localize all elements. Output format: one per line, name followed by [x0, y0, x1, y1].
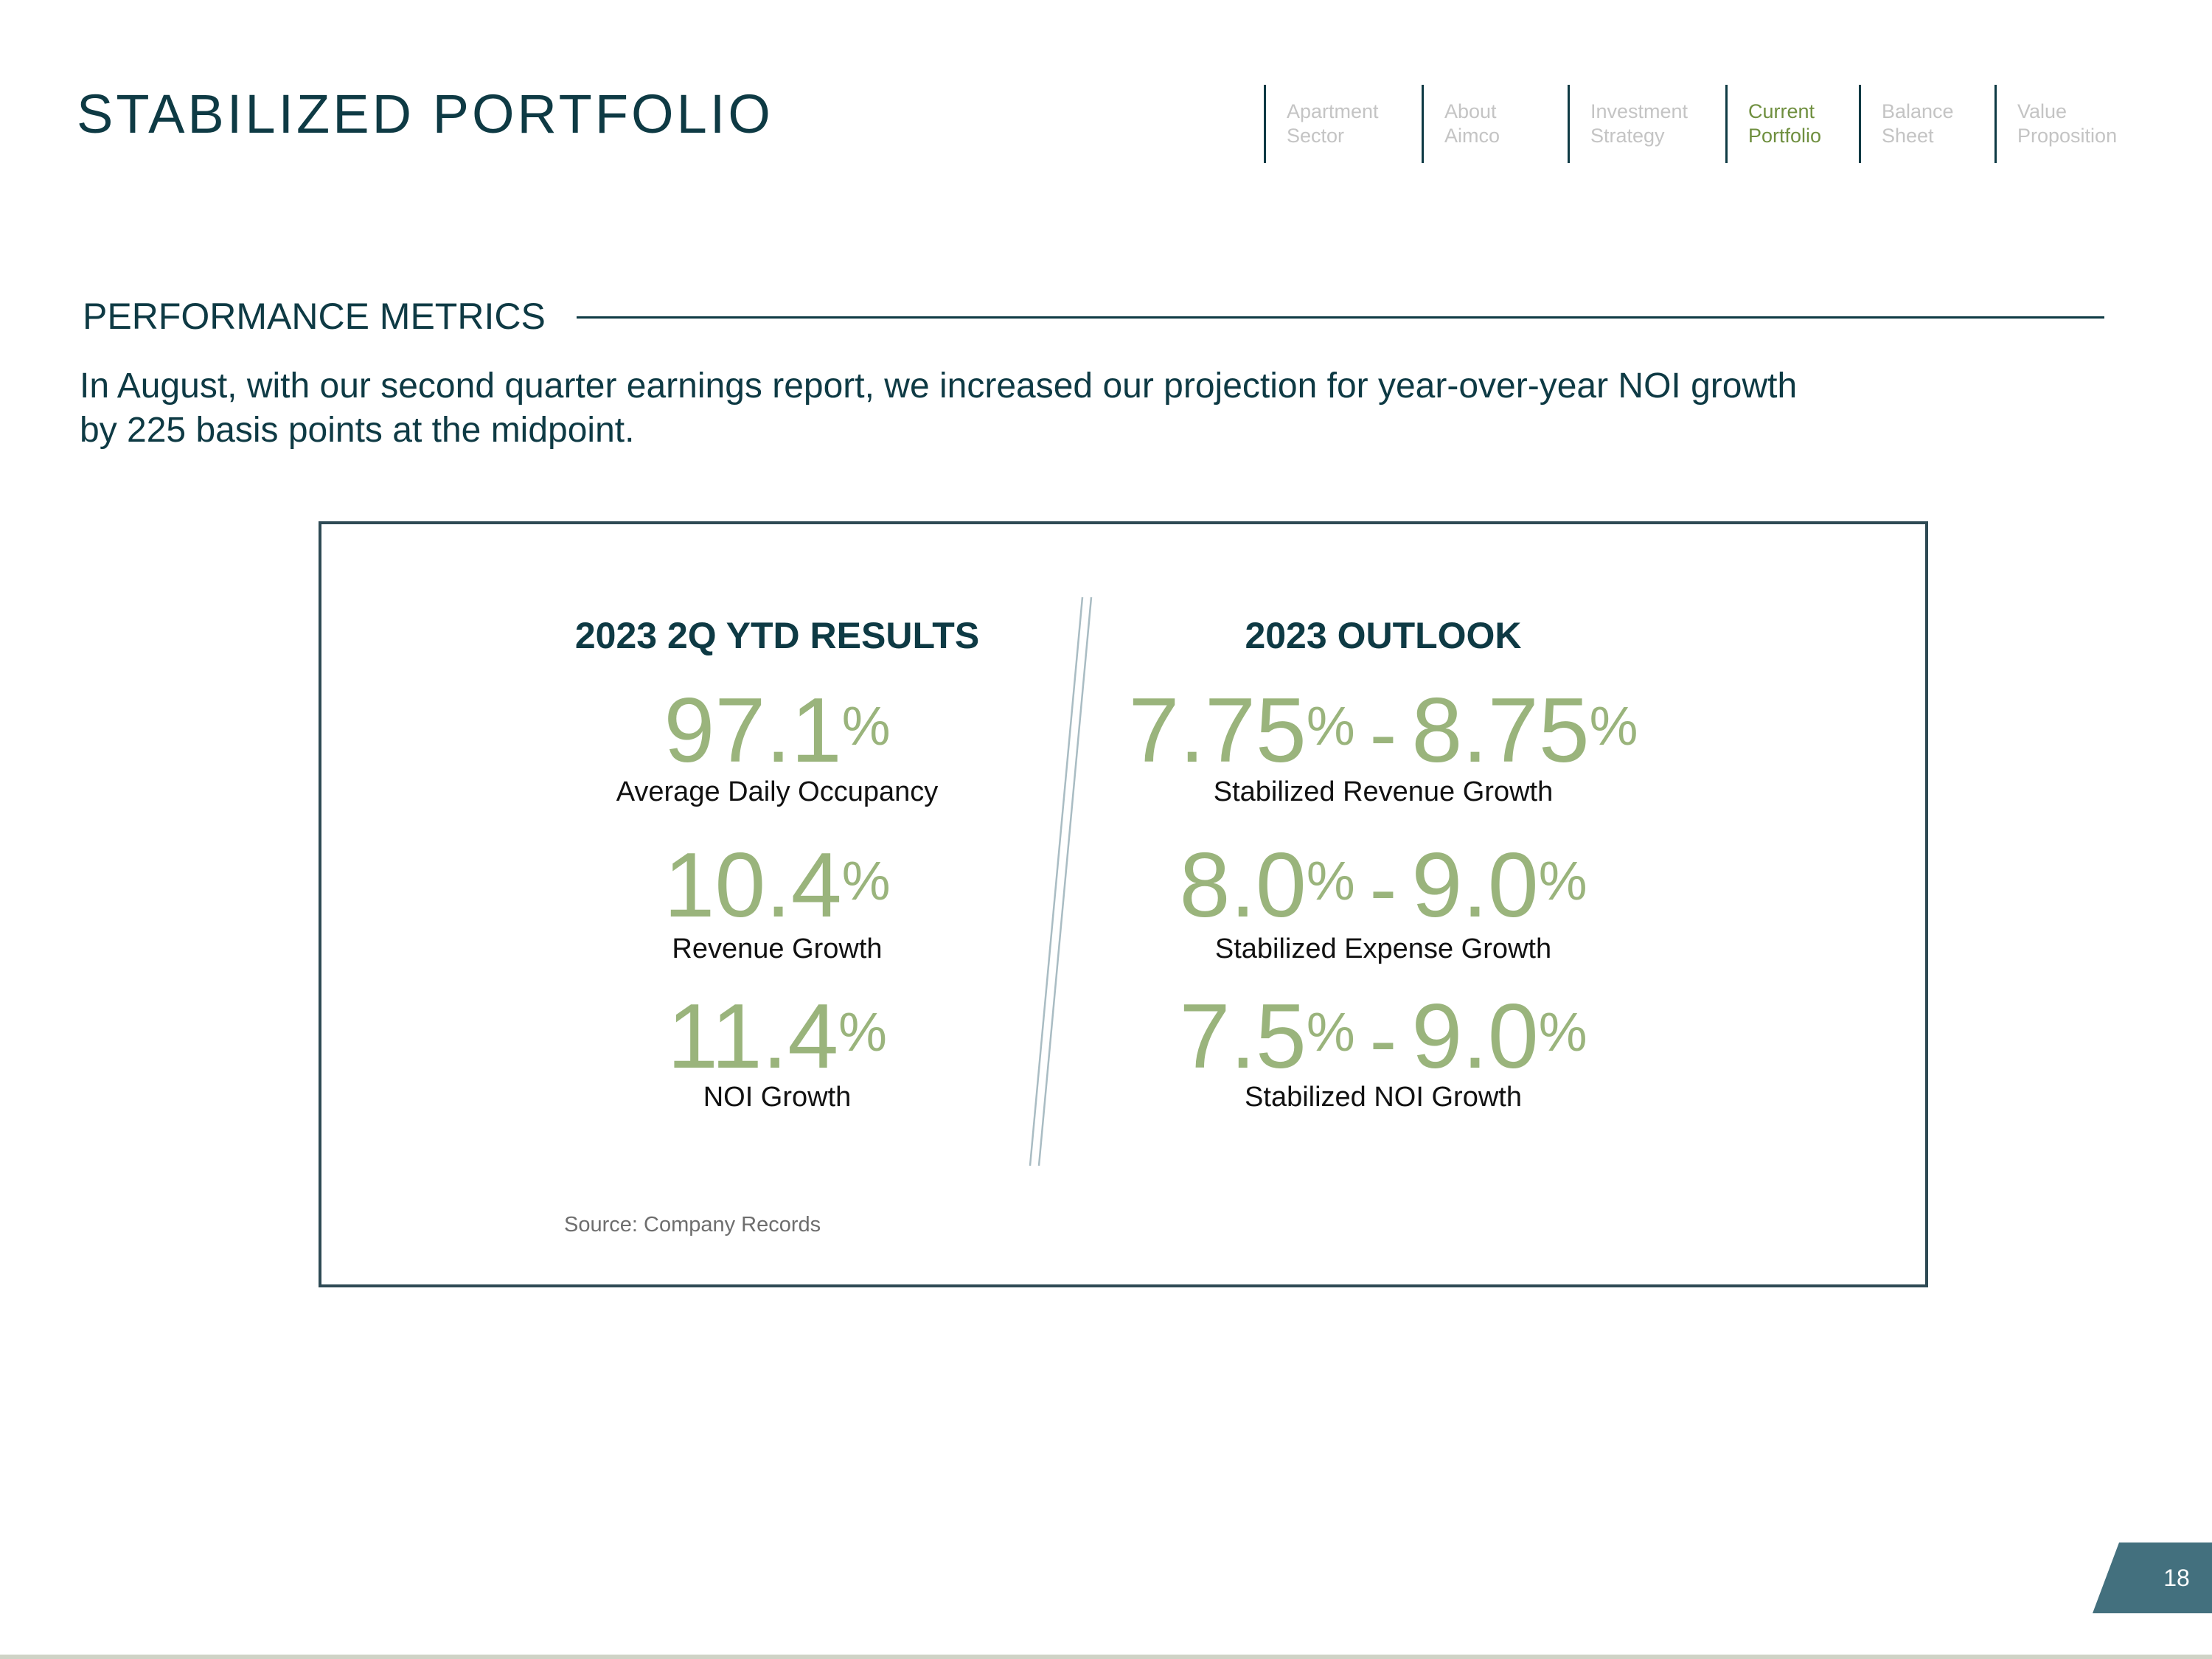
noi-growth-range: 7.5% -9.0%	[1179, 991, 1587, 1086]
percent-sign: %	[841, 695, 891, 757]
results-heading: 2023 2Q YTD RESULTS	[574, 615, 980, 656]
outlook-heading: 2023 OUTLOOK	[1245, 615, 1522, 656]
revenue-growth-value: 10.4%	[664, 840, 890, 931]
range-high: 9.0	[1411, 986, 1539, 1088]
stabilized-noi-label: Stabilized NOI Growth	[1245, 1082, 1522, 1113]
intro-line: by 225 basis points at the midpoint.	[80, 411, 635, 450]
range-low: 7.5	[1179, 986, 1307, 1088]
percent-sign: %	[838, 1001, 887, 1062]
stabilized-expense-label: Stabilized Expense Growth	[1214, 933, 1552, 964]
page-number-badge: 18	[2093, 1543, 2212, 1613]
source-note: Source: Company Records	[564, 1213, 821, 1237]
section-heading: PERFORMANCE METRICS	[83, 296, 546, 337]
nav-item-about-aimco[interactable]: About Aimco	[1422, 85, 1568, 163]
nav-item-investment-strategy[interactable]: Investment Strategy	[1568, 85, 1725, 163]
percent-sign: %	[1538, 1001, 1587, 1062]
nav-item-label-line2: Sheet	[1882, 125, 1934, 147]
range-low: 7.75	[1128, 680, 1307, 782]
page-title: STABILIZED PORTFOLIO	[77, 83, 773, 145]
percent-sign: %	[1306, 850, 1355, 911]
bottom-strip	[0, 1655, 2212, 1659]
stabilized-revenue-label: Stabilized Revenue Growth	[1213, 776, 1554, 807]
metric-number: 10.4	[664, 835, 842, 936]
nav-item-current-portfolio[interactable]: Current Portfolio	[1725, 85, 1859, 163]
nav-item-label-line2: Sector	[1287, 125, 1345, 147]
nav-item-label-line2: Aimco	[1444, 125, 1500, 147]
range-separator: -	[1369, 995, 1397, 1085]
intro-line: In August, with our second quarter earni…	[80, 366, 1798, 406]
range-separator: -	[1369, 844, 1397, 934]
nav-item-label-line1: Balance	[1882, 100, 1954, 122]
nav-item-value-proposition[interactable]: Value Proposition	[1994, 85, 2142, 163]
nav-item-balance-sheet[interactable]: Balance Sheet	[1859, 85, 1994, 163]
percent-sign: %	[1306, 695, 1355, 757]
section-divider	[577, 316, 2104, 319]
range-separator: -	[1369, 689, 1397, 779]
range-high: 8.75	[1411, 680, 1590, 782]
intro-paragraph: In August, with our second quarter earni…	[80, 364, 2011, 453]
page-number: 18	[2163, 1565, 2190, 1591]
percent-sign: %	[1589, 695, 1638, 757]
expense-growth-range: 8.0% -9.0%	[1179, 840, 1587, 935]
nav-item-label-line2: Strategy	[1590, 125, 1665, 147]
revenue-growth-range: 7.75% -8.75%	[1129, 685, 1638, 780]
percent-sign: %	[841, 850, 891, 911]
revenue-growth-label: Revenue Growth	[672, 933, 883, 964]
nav-item-label-line2: Proposition	[2017, 125, 2118, 147]
metric-number: 97.1	[664, 680, 842, 782]
nav-item-label-line2: Portfolio	[1748, 125, 1822, 147]
column-divider	[1029, 597, 1093, 1166]
badge-shape	[2093, 1543, 2212, 1613]
metrics-panel: 2023 2Q YTD RESULTS 2023 OUTLOOK 97.1% A…	[319, 521, 1928, 1287]
nav-item-label-line1: About	[1444, 100, 1497, 122]
percent-sign: %	[1306, 1001, 1355, 1062]
noi-growth-value: 11.4%	[667, 991, 887, 1082]
range-high: 9.0	[1411, 835, 1539, 936]
nav-item-label-line1: Investment	[1590, 100, 1688, 122]
noi-growth-label: NOI Growth	[703, 1082, 852, 1113]
occupancy-label: Average Daily Occupancy	[616, 776, 939, 807]
percent-sign: %	[1538, 850, 1587, 911]
nav-item-label-line1: Current	[1748, 100, 1815, 122]
metric-number: 11.4	[667, 986, 839, 1088]
range-low: 8.0	[1179, 835, 1307, 936]
nav-item-label-line1: Value	[2017, 100, 2067, 122]
nav-item-apartment-sector[interactable]: Apartment Sector	[1264, 85, 1422, 163]
nav-item-label-line1: Apartment	[1287, 100, 1379, 122]
occupancy-value: 97.1%	[664, 685, 890, 776]
